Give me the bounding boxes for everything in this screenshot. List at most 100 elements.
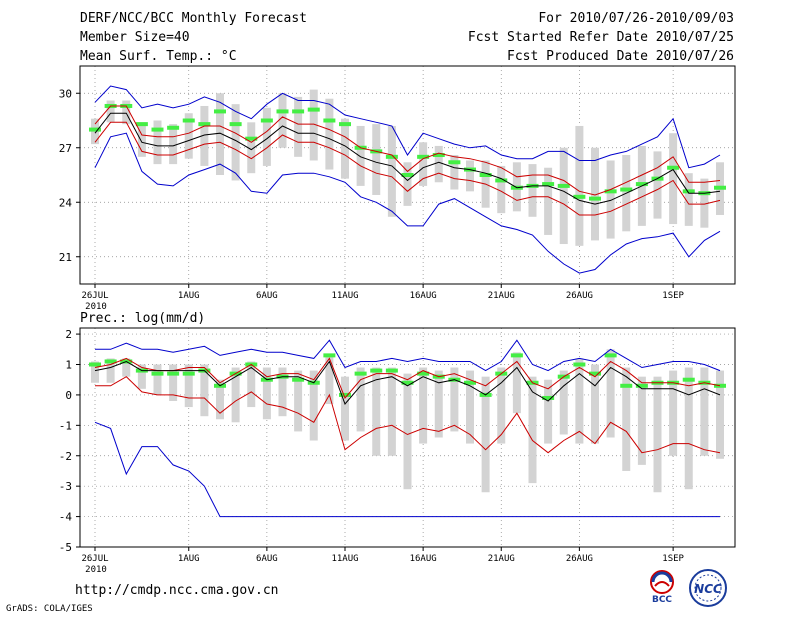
prec-title: Prec.: log(mm/d) (80, 311, 205, 326)
prec-median-mark (682, 377, 695, 382)
prec-median-mark (354, 371, 367, 376)
temp-box (262, 107, 271, 166)
temp-median-mark (682, 189, 695, 194)
prec-xtick-label: 11AUG (331, 554, 358, 564)
prec-box (262, 367, 271, 420)
temp-xtick-label: 11AUG (331, 291, 358, 301)
temp-box (575, 125, 584, 246)
temp-median-mark (417, 154, 430, 159)
temp-box (122, 100, 131, 125)
temp-ytick-label: 21 (59, 251, 72, 264)
temp-xtick-label: 21AUG (488, 291, 515, 301)
prec-box (247, 361, 256, 408)
prec-xtick-label: 26AUG (566, 554, 593, 564)
temp-box (684, 173, 693, 226)
prec-median-mark (401, 380, 414, 385)
bcc-logo-text: BCC (652, 595, 672, 605)
member-size: Member Size=40 (80, 30, 190, 45)
prec-median-mark (542, 395, 555, 400)
temp-box (153, 120, 162, 165)
temp-median-mark (385, 154, 398, 159)
prec-xtick-label: 1AUG (178, 554, 200, 564)
temp-median-mark (323, 118, 336, 123)
prec-box (309, 370, 318, 441)
prec-box (606, 349, 615, 438)
prec-box (559, 370, 568, 435)
prec-lower-std-line (95, 376, 721, 454)
prec-box (356, 367, 365, 432)
footer-url[interactable]: http://cmdp.ncc.cma.gov.cn (75, 583, 279, 598)
prec-box (528, 376, 537, 484)
prec-ytick-label: -2 (59, 450, 72, 463)
prec-box (497, 367, 506, 444)
prec-box (325, 355, 334, 405)
prec-median-mark (339, 392, 351, 397)
prec-xtick-label: 1SEP (662, 554, 684, 564)
prec-median-mark (510, 353, 523, 358)
temp-box (528, 164, 537, 217)
prec-box (481, 376, 490, 493)
temp-box (466, 160, 474, 192)
prec-box (684, 367, 693, 490)
prec-median-mark (167, 371, 180, 376)
temp-box (669, 133, 678, 225)
prec-year-label: 2010 (85, 565, 107, 575)
prec-frame (79, 327, 736, 548)
temp-median-mark (89, 127, 101, 132)
prec-xtick-label: 26JUL (81, 554, 108, 564)
prec-box (512, 352, 521, 414)
temp-median-mark (714, 185, 726, 190)
temp-box (419, 142, 428, 186)
temp-median-mark (542, 182, 555, 187)
temp-box (403, 162, 412, 206)
prec-box (591, 364, 599, 444)
temp-ytick-label: 27 (59, 142, 72, 155)
prec-xtick-label: 21AUG (488, 554, 515, 564)
temp-median-mark (573, 194, 586, 199)
prec-ytick-label: -5 (59, 541, 72, 554)
prec-box (544, 379, 553, 444)
prec-ytick-label: -1 (59, 419, 72, 432)
prec-median-mark (370, 368, 383, 373)
prec-median-mark (385, 368, 398, 373)
temp-median-mark (307, 107, 320, 112)
temp-box (653, 151, 662, 219)
temp-median-mark (151, 127, 164, 132)
temp-median-mark (229, 122, 242, 127)
temp-box (169, 124, 178, 165)
temp-xtick-label: 16AUG (410, 291, 437, 301)
temp-median-mark (635, 182, 648, 187)
temp-box (434, 145, 443, 183)
prec-box (372, 367, 381, 456)
prec-box (450, 367, 459, 432)
prec-xtick-label: 6AUG (256, 554, 278, 564)
forecast-period: For 2010/07/26-2010/09/03 (538, 11, 734, 26)
temp-box (106, 100, 115, 123)
prec-median-mark (89, 362, 101, 367)
prec-median-mark (292, 377, 305, 382)
ncc-logo-text: NCC (694, 582, 722, 596)
prec-box (653, 376, 662, 493)
prec-box (403, 373, 412, 490)
temp-median-mark (167, 125, 180, 130)
temp-frame (79, 65, 736, 285)
temp-median-mark (620, 187, 633, 192)
temp-median-mark (604, 189, 617, 194)
prec-ytick-label: 2 (65, 328, 72, 341)
prec-box (716, 370, 724, 459)
temp-box (341, 118, 349, 179)
temp-median-mark (292, 109, 305, 114)
prec-box (575, 358, 584, 444)
prec-box (153, 364, 162, 395)
prec-box (169, 364, 178, 401)
temp-median-mark (245, 136, 258, 141)
prec-minimum-line (94, 421, 720, 518)
prec-maximum-line (95, 339, 721, 372)
temp-median-mark (260, 118, 273, 123)
temp-upper-std-line (94, 105, 721, 196)
temp-xtick-label: 6AUG (256, 291, 278, 301)
temp-box (387, 125, 396, 217)
prec-box (231, 367, 240, 423)
temp-minimum-line (94, 132, 721, 274)
